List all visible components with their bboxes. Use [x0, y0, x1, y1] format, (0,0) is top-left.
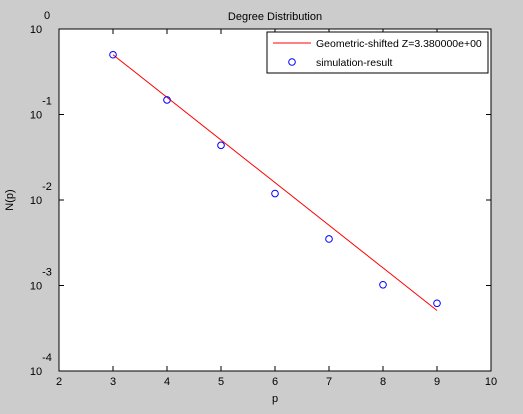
x-tick-label: 7 — [326, 376, 332, 388]
x-tick-label: 5 — [218, 376, 224, 388]
y-tick-label-base: 10 — [30, 110, 42, 122]
x-tick-label: 2 — [56, 376, 62, 388]
y-tick-label-base: 10 — [30, 195, 42, 207]
x-tick-label: 9 — [434, 376, 440, 388]
y-tick-label-exponent: -4 — [42, 352, 52, 364]
x-tick-label: 6 — [272, 376, 278, 388]
x-axis-label: p — [272, 393, 278, 405]
data-point — [217, 141, 225, 150]
data-point — [379, 280, 387, 289]
chart-legend: Geometric-shifted Z=3.380000e+00 simulat… — [266, 31, 489, 74]
legend-marker-swatch — [288, 58, 296, 66]
x-tick-label: 10 — [485, 376, 497, 388]
plot-area — [109, 50, 441, 311]
y-tick-label-exponent: -3 — [42, 267, 52, 279]
x-tick-label: 4 — [164, 376, 170, 388]
y-tick-label-exponent: -2 — [42, 181, 52, 193]
y-tick-label-exponent: -1 — [42, 96, 52, 108]
fit-line — [112, 54, 438, 311]
data-point — [109, 50, 117, 59]
legend-entry-line-label: Geometric-shifted Z=3.380000e+00 — [316, 38, 482, 50]
y-tick-label-base: 10 — [30, 281, 42, 293]
data-point — [163, 96, 171, 104]
data-point — [433, 299, 441, 308]
y-axis-label: N(p) — [4, 189, 16, 210]
legend-entry-marker-label: simulation-result — [316, 57, 393, 69]
y-tick-label-exponent: 0 — [44, 10, 50, 22]
data-point — [271, 189, 279, 198]
y-tick-label-base: 10 — [30, 24, 42, 36]
x-tick-label: 8 — [380, 376, 386, 388]
data-point — [325, 235, 333, 243]
y-tick-label-base: 10 — [30, 366, 42, 378]
x-tick-label: 3 — [110, 376, 116, 388]
chart-title: Degree Distribution — [228, 11, 322, 23]
legend-box — [266, 31, 489, 74]
axes-box — [58, 28, 492, 372]
